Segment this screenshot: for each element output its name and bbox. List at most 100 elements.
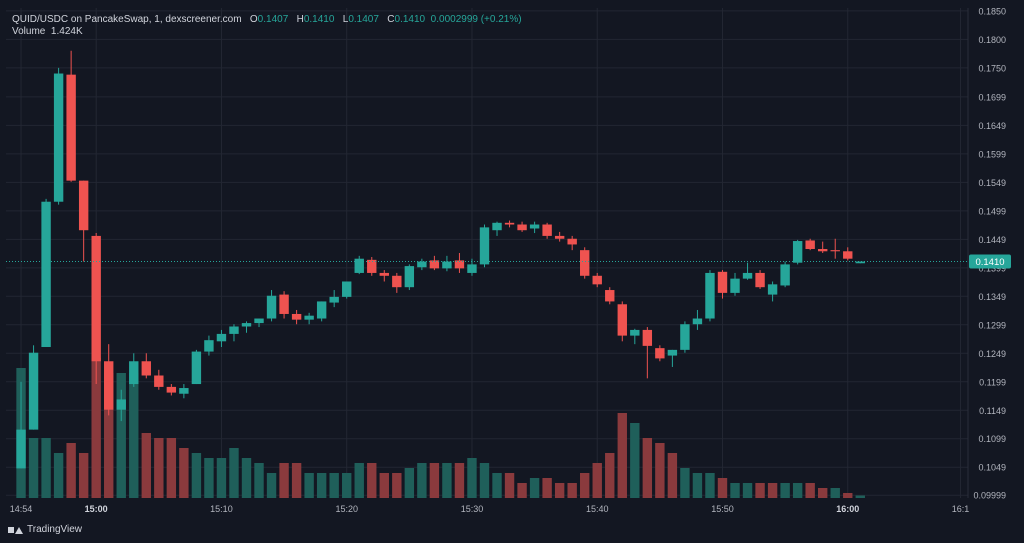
candle-body [630,329,640,336]
candle-body [517,224,527,231]
last-price-badge [969,254,1011,269]
candle-body [354,258,364,273]
close-label: C [387,14,395,25]
volume-bar [78,453,89,498]
volume-bar [529,478,540,498]
volume-bar [229,448,239,498]
candle-body [91,235,101,362]
candle-body [442,261,452,269]
volume-bar [442,463,452,498]
y-tick-label: 0.1850 [978,6,1006,16]
volume-bar [680,468,690,498]
volume-bar [304,473,314,498]
chart-legend: QUID/USDC on PancakeSwap, 1, dexscreener… [12,14,522,25]
candle-body [542,224,552,236]
candle-body [705,272,715,319]
volume-bar [780,483,790,498]
volume-bar [855,495,865,498]
candle-body [279,294,289,314]
volume-bar [179,448,189,498]
volume-bar [254,463,264,498]
volume-bar [517,483,527,498]
volume-bar [354,463,364,498]
candle-body [179,388,189,394]
volume-bar [66,443,76,498]
candle-body [742,272,753,279]
candle-body [66,74,76,181]
tradingview-attribution[interactable]: TradingView [8,524,82,535]
candle-body [53,73,64,202]
candle-body [316,301,327,319]
volume-bar [316,473,327,498]
volume-bar [417,463,427,498]
candle-body [116,399,126,410]
y-tick-label: 0.1299 [978,320,1006,330]
volume-bar [379,473,389,498]
x-tick-label: 14:54 [10,504,33,514]
candle-body [28,352,39,430]
x-tick-label: 15:40 [586,504,609,514]
high-value: 0.1410 [303,14,335,25]
volume-bar [492,473,502,498]
volume-bar [742,483,753,498]
x-tick-label: 15:00 [85,504,108,514]
volume-bar [129,373,139,498]
candle-body [504,222,515,225]
candle-body [229,326,239,334]
candle-body [379,272,389,276]
candle-body [454,260,465,269]
volume-bar [141,433,151,498]
volume-bar [655,443,665,498]
volume-bar [291,463,302,498]
volume-bar [342,473,352,498]
high-label: H [296,14,304,25]
candle-body [580,250,590,276]
volume-bar [843,493,853,498]
tradingview-brand: TradingView [27,524,83,535]
volume-bar [830,488,840,498]
y-tick-label: 0.1249 [978,349,1006,359]
volume-bar [266,473,277,498]
volume-bar [91,358,101,498]
candle-body [404,266,415,288]
volume-bar [467,458,477,498]
candle-body [717,271,728,293]
candle-body [617,304,627,336]
volume-bar [755,483,765,498]
volume-bar [104,373,114,498]
x-tick-label: 15:10 [210,504,233,514]
y-tick-label: 0.09999 [973,491,1006,501]
y-tick-label: 0.1499 [978,206,1006,216]
candle-body [605,290,615,302]
volume-bar [580,473,590,498]
candle-body [567,238,577,245]
low-value: 0.1407 [348,14,379,25]
candle-body [655,348,665,359]
candle-body [843,251,853,259]
volume-bar [705,473,715,498]
candle-body [304,315,314,320]
candle-body [805,240,815,250]
volume-bar [454,463,465,498]
candle-body [342,281,352,297]
candle-body [254,318,264,324]
candle-body [755,272,765,288]
candle-body [166,386,177,393]
candle-body [592,275,602,285]
x-tick-label: 15:50 [711,504,734,514]
candle-body [680,324,690,350]
volume-bar [605,453,615,498]
candle-body [667,349,678,356]
candle-body [429,260,440,269]
y-tick-label: 0.1599 [978,149,1006,159]
volume-bar [53,453,64,498]
candle-body [154,375,164,387]
candle-body [792,241,803,263]
candle-body [41,201,51,348]
candle-body [780,264,790,286]
volume-bar [367,463,377,498]
candle-body [216,333,227,342]
candle-body [818,249,828,252]
